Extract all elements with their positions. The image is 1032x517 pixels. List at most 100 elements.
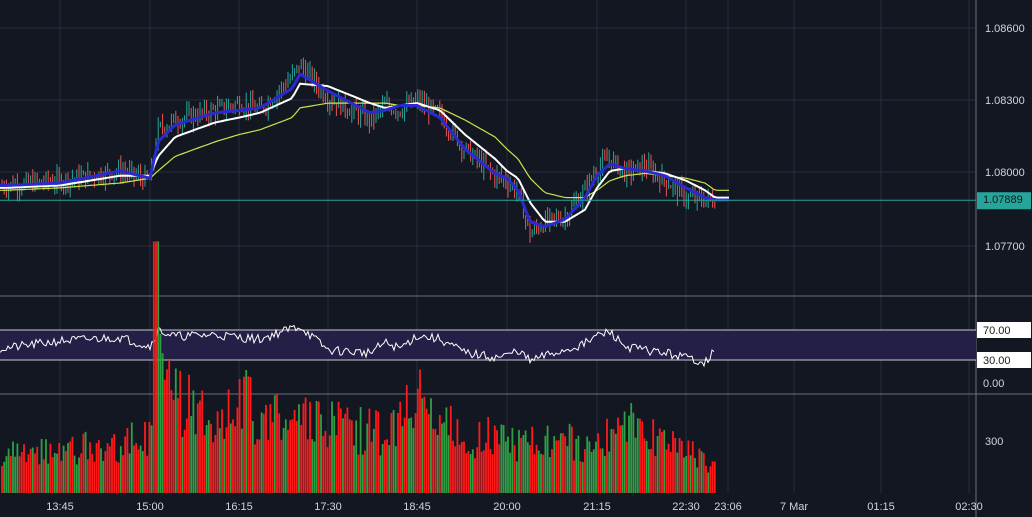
volume-bar xyxy=(302,403,305,493)
volume-bar xyxy=(502,425,505,493)
volume-bar xyxy=(53,452,56,493)
volume-bar xyxy=(38,464,41,493)
volume-bar xyxy=(555,440,558,493)
volume-bar xyxy=(141,451,144,493)
volume-bar xyxy=(150,425,153,493)
volume-bar xyxy=(51,457,54,493)
volume-bar xyxy=(271,422,274,493)
volume-bar xyxy=(542,454,545,493)
volume-bar xyxy=(172,399,175,493)
volume-bar xyxy=(676,452,679,493)
volume-bar xyxy=(192,390,195,493)
volume-bar xyxy=(300,424,303,493)
volume-bar xyxy=(265,404,267,493)
volume-bar xyxy=(161,353,164,493)
volume-bar xyxy=(199,400,201,493)
volume-bar xyxy=(355,420,358,493)
volume-bar xyxy=(639,418,641,493)
volume-bar xyxy=(661,432,663,493)
volume-bar xyxy=(306,439,309,493)
volume-bar xyxy=(515,461,518,493)
volume-bar xyxy=(586,436,589,493)
volume-bar xyxy=(390,413,393,493)
time-axis[interactable]: 13:45 15:00 16:15 17:30 18:45 20:00 21:15 22:30… xyxy=(46,501,983,513)
volume-bar xyxy=(23,444,25,493)
volume-bar xyxy=(520,438,523,493)
volume-bar xyxy=(570,426,573,493)
volume-bar xyxy=(711,461,714,493)
volume-bar xyxy=(155,241,157,493)
volume-bar xyxy=(608,451,611,493)
volume-bar xyxy=(45,439,47,493)
volume-bar xyxy=(89,442,91,493)
volume-bar xyxy=(133,445,135,493)
volume-bar xyxy=(111,437,113,493)
volume-bar xyxy=(313,441,316,493)
volume-bar xyxy=(251,421,254,493)
price-pane[interactable] xyxy=(0,57,976,243)
volume-bar xyxy=(335,435,338,493)
time-tick-0: 13:45 xyxy=(46,501,74,513)
volume-bar xyxy=(394,446,397,493)
volume-bar xyxy=(20,451,23,493)
volume-bar xyxy=(93,461,96,493)
volume-bar xyxy=(443,422,446,493)
volume-bar xyxy=(680,440,683,493)
volume-bar xyxy=(548,457,551,493)
volume-bar xyxy=(399,401,402,493)
volume-bar xyxy=(432,428,435,493)
volume-bar xyxy=(482,450,485,493)
volume-bar xyxy=(427,414,430,493)
volume-bar xyxy=(207,420,210,493)
time-tick-6: 21:15 xyxy=(583,501,611,513)
volume-bar xyxy=(240,428,243,493)
volume-bar xyxy=(185,418,188,493)
rsi-pane[interactable] xyxy=(0,324,976,368)
volume-bar xyxy=(564,436,567,493)
time-tick-9: 7 Mar xyxy=(780,501,808,513)
volume-bar xyxy=(504,441,507,493)
volume-bar xyxy=(663,429,666,493)
volume-bar xyxy=(130,422,133,493)
volume-bar xyxy=(40,438,43,493)
grid-lines xyxy=(0,0,976,493)
time-tick-10: 01:15 xyxy=(867,501,895,513)
volume-bar xyxy=(511,427,514,493)
volume-bar xyxy=(73,455,76,493)
volume-bar xyxy=(713,461,716,493)
volume-bar xyxy=(122,455,124,493)
volume-bar xyxy=(159,333,162,493)
volume-bar xyxy=(674,438,677,493)
volume-bar xyxy=(7,448,10,493)
volume-bar xyxy=(559,433,562,493)
volume-bar xyxy=(179,370,182,493)
volume-bar xyxy=(573,460,575,493)
volume-bar xyxy=(434,429,437,493)
volume-bar xyxy=(405,385,408,493)
time-tick-11: 02:30 xyxy=(955,501,983,513)
volume-bar xyxy=(460,441,463,493)
volume-bars xyxy=(1,241,716,493)
volume-bar xyxy=(18,456,21,493)
volume-bar xyxy=(331,401,333,493)
volume-bar xyxy=(656,435,659,493)
volume-bar xyxy=(298,404,300,493)
volume-bar xyxy=(42,459,45,493)
volume-bar xyxy=(56,453,58,493)
volume-bar xyxy=(113,434,116,493)
volume-bar xyxy=(64,450,67,493)
volume-bar xyxy=(610,428,613,493)
volume-bar xyxy=(218,428,221,493)
volume-bar xyxy=(71,436,74,493)
volume-bar xyxy=(652,419,655,493)
volume-bar xyxy=(128,453,131,493)
volume-bar xyxy=(328,435,331,493)
volume-bar xyxy=(95,443,98,493)
volume-bar xyxy=(273,395,276,493)
volume-bar xyxy=(678,438,681,493)
volume-bar xyxy=(234,426,237,493)
volume-bar xyxy=(166,369,168,493)
price-axis[interactable]: 1.08600 1.08300 1.08000 1.07700 xyxy=(985,23,1025,253)
volume-bar xyxy=(262,413,265,493)
